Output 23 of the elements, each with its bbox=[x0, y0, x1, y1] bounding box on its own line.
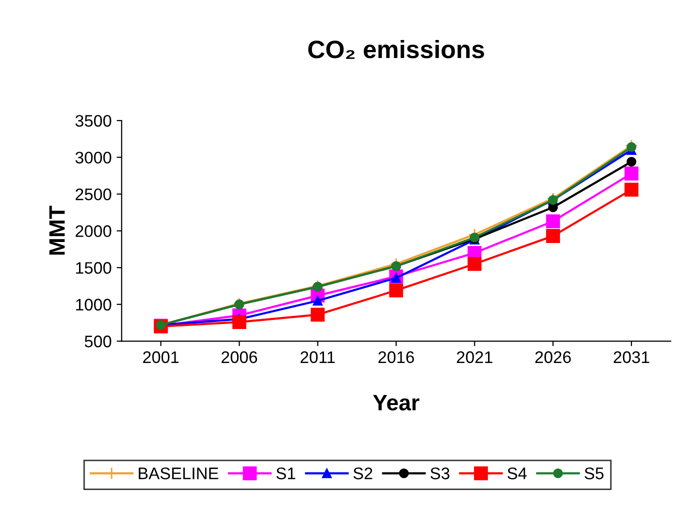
x-tick-label: 2011 bbox=[300, 351, 335, 364]
chart-title: CO₂ emissions bbox=[308, 40, 484, 59]
legend-label: S2 bbox=[353, 468, 372, 480]
y-tick-label: 2000 bbox=[76, 225, 112, 238]
x-tick-label: 2021 bbox=[456, 351, 492, 364]
y-tick-label: 1000 bbox=[76, 298, 112, 311]
legend-label: S1 bbox=[276, 468, 296, 480]
x-tick-label: 2006 bbox=[222, 351, 258, 364]
x-tick-label: 2001 bbox=[143, 351, 179, 364]
x-tick-label: 2026 bbox=[535, 351, 571, 364]
y-tick-label: 3000 bbox=[75, 152, 112, 164]
x-tick-label: 2016 bbox=[378, 351, 414, 364]
legend-label: S4 bbox=[508, 468, 527, 480]
x-axis-title: Year bbox=[373, 394, 420, 411]
legend-label: S3 bbox=[430, 468, 450, 480]
y-tick-label: 2500 bbox=[76, 188, 112, 200]
x-tick-label: 2031 bbox=[614, 351, 650, 364]
y-axis-title: MMT bbox=[49, 206, 65, 255]
legend-label: BASELINE bbox=[138, 468, 218, 480]
y-tick-label: 3500 bbox=[75, 114, 112, 127]
legend-label: S5 bbox=[584, 468, 604, 480]
y-tick-label: 1500 bbox=[76, 262, 112, 274]
y-tick-label: 500 bbox=[84, 336, 112, 348]
